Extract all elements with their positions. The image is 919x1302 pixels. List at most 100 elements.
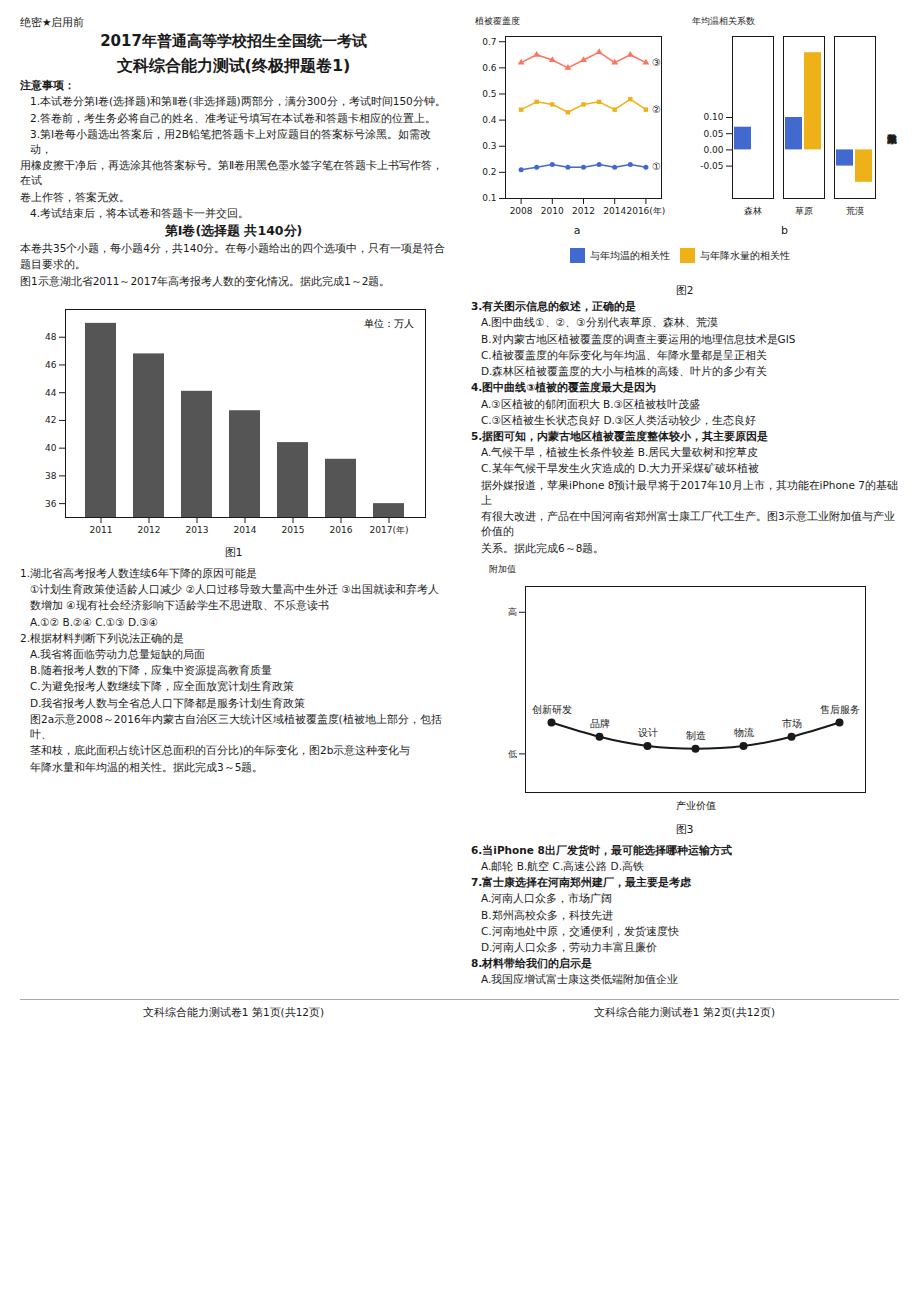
svg-text:0.5: 0.5	[482, 89, 496, 99]
svg-text:40: 40	[45, 443, 57, 453]
svg-text:2011: 2011	[89, 525, 112, 535]
svg-text:制造: 制造	[685, 730, 705, 741]
html-text:C.植被覆盖度的年际变化与年均温、年降水量都是呈正相关: C.植被覆盖度的年际变化与年均温、年降水量都是呈正相关	[481, 348, 767, 361]
svg-text:单位：万人: 单位：万人	[363, 318, 413, 329]
svg-text:森林: 森林	[744, 206, 762, 216]
html-text:绝密★启用前: 绝密★启用前	[20, 16, 85, 28]
html-text:图2a示意2008～2016年内蒙古自治区三大统计区域植被覆: 图2a示意2008～2016年内蒙古自治区三大统计区域植被覆盖度(植被地上部分，…	[30, 712, 442, 741]
svg-text:2015: 2015	[281, 525, 304, 535]
svg-text:0.10: 0.10	[703, 112, 723, 122]
html-text:注意事项：: 注意事项：	[20, 79, 75, 92]
svg-text:46: 46	[45, 360, 57, 370]
html-text:4.图中曲线③植被的覆盖度最大是因为: 4.图中曲线③植被的覆盖度最大是因为	[471, 381, 657, 394]
svg-text:③: ③	[652, 57, 661, 68]
html-text:C.河南地处中原，交通便利，发货速度快: C.河南地处中原，交通便利，发货速度快	[481, 924, 679, 937]
svg-text:植被覆盖度: 植被覆盖度	[475, 16, 520, 26]
html-text:本卷共35个小题，每小题4分，共140分。在每小题给出的四个: 本卷共35个小题，每小题4分，共140分。在每小题给出的四个选项中，只有一项是符…	[20, 242, 446, 255]
html-text:3.有关图示信息的叙述，正确的是: 3.有关图示信息的叙述，正确的是	[471, 300, 637, 313]
html-text:文科综合能力测试卷1 第2页(共12页): 文科综合能力测试卷1 第2页(共12页)	[593, 1005, 776, 1018]
html-text:第Ⅰ卷(选择题 共140分): 第Ⅰ卷(选择题 共140分)	[164, 223, 303, 239]
svg-text:2014: 2014	[233, 525, 256, 535]
html-text:C.某年气候干旱发生火灾造成的 D.大力开采煤矿破坏植被: C.某年气候干旱发生火灾造成的 D.大力开采煤矿破坏植被	[481, 462, 760, 475]
html-text:①计划生育政策使适龄人口减少 ②人口过移导致大量高中生外迁: ①计划生育政策使适龄人口减少 ②人口过移导致大量高中生外迁 ③出国就读和弃考人	[30, 583, 439, 596]
html-text:A.我国应增试富士康这类低端附加值企业: A.我国应增试富士康这类低端附加值企业	[481, 973, 679, 986]
svg-text:0.05: 0.05	[703, 129, 723, 139]
html-text:据外媒报道，苹果iPhone 8预计最早将于2017年10月: 据外媒报道，苹果iPhone 8预计最早将于2017年10月上市，其功能在iPh…	[481, 478, 898, 506]
svg-text:产业价值: 产业价值	[675, 799, 715, 810]
svg-text:0.6: 0.6	[482, 63, 497, 73]
html-text:A.①② B.②④ C.①③ D.③④: A.①② B.②④ C.①③ D.③④	[30, 615, 159, 628]
html-text:用橡皮擦干净后，再选涂其他答案标号。第Ⅱ卷用黑色墨水签字笔在: 用橡皮擦干净后，再选涂其他答案标号。第Ⅱ卷用黑色墨水签字笔在答题卡上书写作答，在…	[20, 159, 444, 187]
svg-text:创新研发: 创新研发	[531, 703, 571, 714]
html-text:3.第Ⅰ卷每小题选出答案后，用2B铅笔把答题卡上对应题目的答: 3.第Ⅰ卷每小题选出答案后，用2B铅笔把答题卡上对应题目的答案标号涂黑。如需改动…	[30, 127, 431, 155]
html-text:文科综合能力测试卷1 第1页(共12页): 文科综合能力测试卷1 第1页(共12页)	[142, 1005, 325, 1018]
svg-text:品牌: 品牌	[589, 718, 609, 729]
html-text:2017年普通高等学校招生全国统一考试: 2017年普通高等学校招生全国统一考试	[100, 32, 367, 51]
svg-text:年均温相关系数: 年均温相关系数	[692, 16, 755, 26]
svg-text:高: 高	[507, 607, 516, 617]
html-text:图1: 图1	[224, 545, 243, 559]
svg-text:2013: 2013	[185, 525, 208, 535]
html-text:6.当iPhone 8出厂发货时，最可能选择哪种运输方式: 6.当iPhone 8出厂发货时，最可能选择哪种运输方式	[471, 843, 732, 856]
svg-text:48: 48	[45, 332, 57, 342]
html-text:卷上作答，答案无效。: 卷上作答，答案无效。	[20, 190, 130, 203]
svg-text:售后服务: 售后服务	[819, 703, 859, 714]
svg-text:市场: 市场	[781, 718, 801, 729]
svg-text:低: 低	[507, 748, 516, 758]
svg-text:设计: 设计	[637, 727, 657, 738]
html-text:B.郑州高校众多，科技先进: B.郑州高校众多，科技先进	[481, 908, 613, 921]
html-text:1.湖北省高考报考人数连续6年下降的原因可能是: 1.湖北省高考报考人数连续6年下降的原因可能是	[20, 566, 257, 579]
svg-text:附加值: 附加值	[488, 564, 515, 574]
svg-text:草原: 草原	[795, 206, 813, 216]
html-text:7.富士康选择在河南郑州建厂，最主要是考虑: 7.富士康选择在河南郑州建厂，最主要是考虑	[471, 876, 692, 889]
html-text:2.答卷前，考生务必将自己的姓名、准考证号填写在本试卷和答题: 2.答卷前，考生务必将自己的姓名、准考证号填写在本试卷和答题卡相应的位置上。	[30, 111, 436, 124]
svg-text:0.1: 0.1	[482, 193, 496, 203]
html-text:B.随着报考人数的下降，应集中资源提高教育质量: B.随着报考人数的下降，应集中资源提高教育质量	[30, 664, 272, 677]
html-text:题目要求的。: 题目要求的。	[20, 258, 86, 271]
html-text:年降水量和年均温的相关性。据此完成3～5题。: 年降水量和年均温的相关性。据此完成3～5题。	[30, 760, 264, 773]
html-text:1.本试卷分第Ⅰ卷(选择题)和第Ⅱ卷(非选择题)两部分，满分: 1.本试卷分第Ⅰ卷(选择题)和第Ⅱ卷(非选择题)两部分，满分300分，考试时间1…	[30, 95, 446, 108]
html-text:8.材料带给我们的启示是: 8.材料带给我们的启示是	[471, 957, 593, 970]
html-text:A.邮轮 B.航空 C.高速公路 D.高铁: A.邮轮 B.航空 C.高速公路 D.高铁	[481, 859, 644, 872]
html-text:A.气候干旱，植被生长条件较差 B.居民大量砍树和挖草皮: A.气候干旱，植被生长条件较差 B.居民大量砍树和挖草皮	[481, 446, 759, 459]
html-text:A.图中曲线①、②、③分别代表草原、森林、荒漠: A.图中曲线①、②、③分别代表草原、森林、荒漠	[481, 316, 718, 329]
html-text:B.对内蒙古地区植被覆盖度的调查主要运用的地理信息技术是GI: B.对内蒙古地区植被覆盖度的调查主要运用的地理信息技术是GIS	[481, 332, 796, 345]
svg-text:荒漠: 荒漠	[846, 206, 864, 216]
svg-text:物流: 物流	[733, 727, 753, 738]
svg-text:①: ①	[652, 161, 661, 172]
svg-text:-0.05: -0.05	[700, 161, 723, 171]
svg-text:2016(年): 2016(年)	[626, 206, 665, 216]
html-text:文科综合能力测试(终极押题卷1): 文科综合能力测试(终极押题卷1)	[116, 56, 351, 75]
svg-text:42: 42	[45, 415, 56, 425]
html-text:A.河南人口众多，市场广阔: A.河南人口众多，市场广阔	[481, 892, 613, 905]
svg-text:0.00: 0.00	[703, 145, 723, 155]
svg-text:2012: 2012	[572, 206, 595, 216]
svg-text:0.4: 0.4	[482, 115, 497, 125]
html-text:D.森林区植被覆盖度的大小与植株的高矮、叶片的多少有关: D.森林区植被覆盖度的大小与植株的高矮、叶片的多少有关	[481, 365, 768, 378]
html-text:C.③区植被生长状态良好 D.③区人类活动较少，生态良好: C.③区植被生长状态良好 D.③区人类活动较少，生态良好	[481, 413, 757, 426]
svg-text:44: 44	[45, 387, 57, 397]
svg-text:2014: 2014	[603, 206, 626, 216]
svg-text:36: 36	[45, 498, 57, 508]
svg-text:38: 38	[45, 471, 57, 481]
svg-text:2010: 2010	[541, 206, 564, 216]
html-text:A.③区植被的郁闭面积大 B.③区植被枝叶茂盛: A.③区植被的郁闭面积大 B.③区植被枝叶茂盛	[481, 397, 700, 410]
html-text:图3: 图3	[675, 822, 694, 836]
html-text:数增加 ④现有社会经济影响下适龄学生不思进取、不乐意读书: 数增加 ④现有社会经济影响下适龄学生不思进取、不乐意读书	[30, 599, 329, 612]
html-text:图1示意湖北省2011～2017年高考报考人数的变化情况。据: 图1示意湖北省2011～2017年高考报考人数的变化情况。据此完成1～2题。	[20, 274, 391, 287]
html-text:茎和枝，底此面积占统计区总面积的百分比)的年际变化，图2b示: 茎和枝，底此面积占统计区总面积的百分比)的年际变化，图2b示意这种变化与	[30, 744, 411, 757]
html-text:有很大改进，产品在中国河南省郑州富士康工厂代工生产。图3示意: 有很大改进，产品在中国河南省郑州富士康工厂代工生产。图3示意工业附加值与产业价值…	[481, 510, 895, 538]
svg-text:0.7: 0.7	[482, 37, 496, 47]
html-text:4.考试结束后，将本试卷和答题卡一并交回。: 4.考试结束后，将本试卷和答题卡一并交回。	[30, 206, 249, 219]
svg-text:2012: 2012	[137, 525, 160, 535]
html-text:C.为避免报考人数继续下降，应全面放宽计划生育政策: C.为避免报考人数继续下降，应全面放宽计划生育政策	[30, 680, 294, 693]
svg-text:2016: 2016	[329, 525, 352, 535]
html-text:2.根据材料判断下列说法正确的是: 2.根据材料判断下列说法正确的是	[20, 631, 184, 644]
svg-text:2008: 2008	[510, 206, 533, 216]
svg-text:2017(年): 2017(年)	[369, 525, 408, 535]
html-text:D.我省报考人数与全省总人口下降都是服务计划生育政策: D.我省报考人数与全省总人口下降都是服务计划生育政策	[30, 696, 306, 709]
svg-text:②: ②	[652, 104, 661, 115]
svg-text:0.2: 0.2	[482, 167, 496, 177]
html-text:关系。据此完成6～8题。: 关系。据此完成6～8题。	[481, 541, 605, 554]
svg-text:0.3: 0.3	[482, 141, 496, 151]
